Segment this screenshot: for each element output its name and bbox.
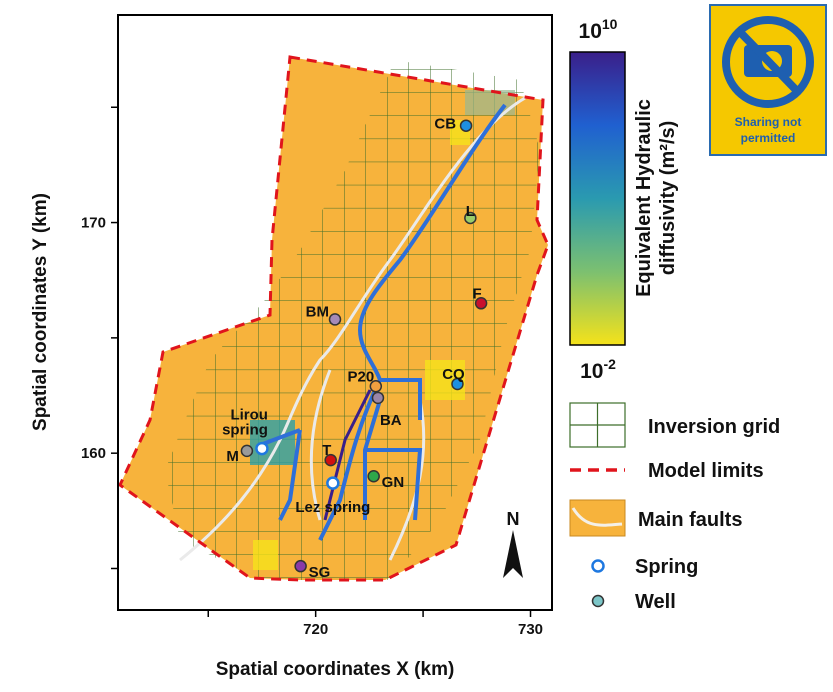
colorbar-label-line: Equivalent Hydraulic [633, 99, 655, 297]
point-label: T [322, 442, 331, 459]
badge-text: permitted [741, 131, 796, 145]
conduit [259, 103, 507, 541]
cell [253, 540, 278, 570]
well [240, 444, 254, 458]
point-label: BM [306, 303, 329, 320]
colorbar [569, 51, 626, 346]
badge: Sharing not permitted [709, 4, 827, 156]
point-label: GN [382, 474, 405, 491]
well [474, 297, 488, 310]
north-arrow: N [503, 509, 523, 578]
well [369, 380, 383, 393]
well [451, 377, 464, 391]
arrow [503, 530, 523, 578]
fault [179, 96, 526, 562]
legend: Inversion grid Model limits Main faults … [569, 402, 780, 613]
y-tick-label: 170 [81, 215, 106, 232]
y-axis-title: Spatial coordinates Y (km) [30, 193, 51, 431]
badge-icon [722, 16, 814, 108]
spring [326, 476, 340, 490]
point-label: P20 [347, 368, 374, 385]
conduit [323, 389, 372, 521]
point-label: Lirou spring [222, 407, 268, 439]
legend-label: Main faults [638, 509, 742, 531]
point-label: M [226, 448, 239, 465]
point-label: BA [380, 412, 402, 429]
well [324, 453, 337, 467]
fault [309, 369, 332, 521]
legend-label: Spring [635, 556, 698, 578]
well [294, 559, 307, 573]
x-tick-label: 730 [518, 621, 543, 638]
well [371, 391, 385, 405]
y-tick-label: 160 [81, 445, 106, 462]
point-label: Lez spring [295, 499, 370, 516]
legend-faults [571, 507, 623, 527]
legend-grid [570, 403, 625, 447]
point-label: CB [434, 116, 456, 133]
badge-text: Sharing not [735, 115, 802, 129]
base: 10 [579, 20, 602, 43]
well [367, 469, 380, 483]
point-label: SG [309, 564, 331, 581]
spring [255, 441, 269, 456]
plot-frame [117, 14, 553, 611]
colorbar-min: 10-2 [580, 356, 616, 383]
x-tick-label: 720 [303, 621, 328, 638]
colorbar-max: 1010 [579, 16, 618, 43]
legend-well [591, 594, 605, 608]
label-line: spring [222, 422, 268, 439]
legend-label: Model limits [648, 460, 764, 482]
legend-label: Inversion grid [648, 416, 780, 438]
north-label: N [507, 509, 520, 529]
colorbar-label: Equivalent Hydraulic diffusivity (m²/s) [633, 99, 679, 297]
plot: 720 730 160 170 CB L F BM CQ P20 BA T GN M SG Lirou spri… [81, 106, 543, 638]
label-line: Lirou [230, 407, 268, 424]
point-label: CQ [442, 366, 465, 383]
legend-spring [591, 559, 605, 573]
cell [250, 420, 295, 465]
well [328, 313, 342, 326]
point-label: F [473, 285, 482, 302]
exponent: -2 [603, 356, 616, 372]
well [464, 211, 477, 225]
well [459, 119, 473, 132]
colorbar-label-line: diffusivity (m²/s) [657, 121, 679, 275]
base: 10 [580, 360, 603, 383]
x-axis-title: Spatial coordinates X (km) [216, 659, 455, 680]
legend-label: Well [635, 591, 676, 613]
badge-icon [737, 29, 801, 95]
legend-faults [569, 499, 626, 537]
exponent: 10 [602, 16, 618, 32]
point-label: L [466, 203, 475, 220]
